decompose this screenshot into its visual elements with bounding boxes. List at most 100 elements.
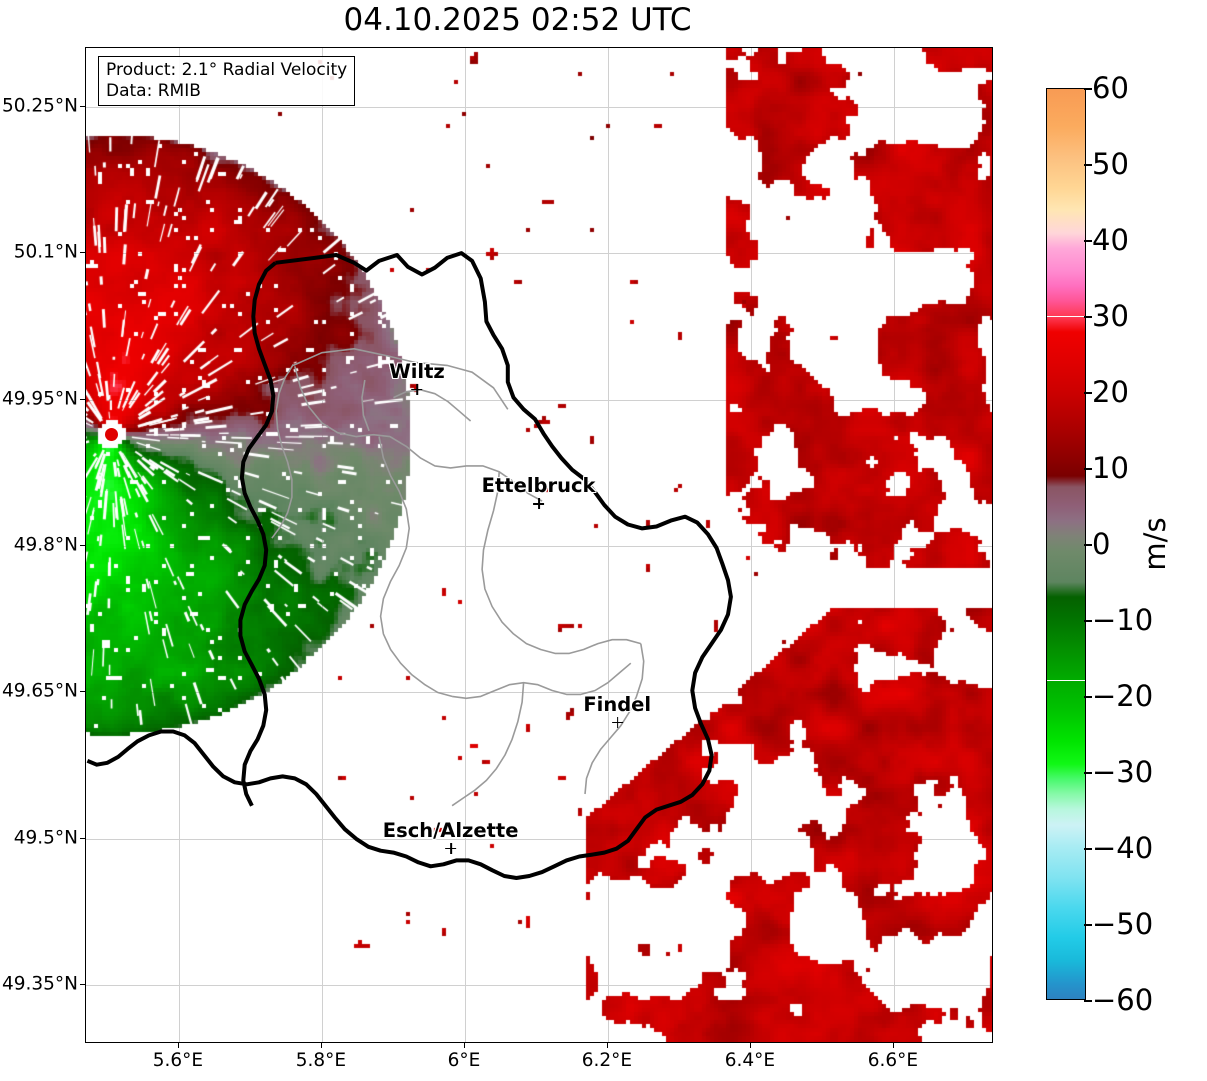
canton-boundary-0 [292,348,509,410]
luxembourg-national-border [86,251,733,880]
canton-boundary-4 [451,662,632,700]
colorbar-band [1047,286,1085,302]
city-name: Findel [583,692,652,716]
canton-boundary-8 [393,389,472,422]
colorbar-tick-mark [1084,1000,1092,1002]
colorbar-band [1047,187,1085,211]
y-axis-tick-label: 49.65°N [1,680,78,702]
city-label-findel: Findel [583,693,651,728]
data-source-line: Data: RMIB [106,80,201,101]
canton-boundary-6 [271,363,294,539]
colorbar-tick-label: 50 [1092,147,1129,181]
colorbar-band [1047,809,1085,825]
radar-site-dot [104,428,118,442]
x-axis-tick-label: 6.6°E [867,1050,919,1071]
x-axis-tick-mark [606,1043,608,1048]
colorbar-band [1047,301,1085,317]
colorbar-band [1047,551,1085,582]
y-axis-tick-label: 50.25°N [1,95,78,117]
canton-boundary-5 [451,682,525,807]
colorbar-band [1047,680,1085,711]
y-axis-tick-label: 49.95°N [1,388,78,410]
city-name: Esch/Alzette [382,818,519,842]
colorbar-tick-mark [1084,772,1092,774]
colorbar-band [1047,824,1085,848]
y-axis-tick-mark [80,105,85,107]
x-axis-tick-label: 6.2°E [581,1050,633,1071]
colorbar-band [1047,331,1085,362]
x-axis-tick-mark [892,1043,894,1048]
colorbar-band [1047,908,1085,939]
product-line: Product: 2.1° Radial Velocity [106,60,348,80]
y-axis-tick-label: 49.35°N [1,973,78,995]
colorbar-band [1047,741,1085,764]
x-axis-tick-label: 6.4°E [724,1050,776,1071]
colorbar-tick-label: −20 [1092,679,1154,713]
colorbar-tick-label: −10 [1092,603,1154,637]
colorbar-tick-label: −50 [1092,907,1154,941]
product-info-box: Product: 2.1° Radial Velocity Data: RMIB [98,56,356,107]
colorbar-band [1047,453,1085,476]
colorbar-tick-label: 0 [1092,527,1111,561]
colorbar-tick-label: 20 [1092,375,1129,409]
y-axis-tick-label: 50.1°N [13,241,78,263]
city-name: Wiltz [389,359,445,383]
colorbar-band [1047,619,1085,651]
colorbar-tick-label: 30 [1092,299,1129,333]
colorbar-tick-mark [1084,924,1092,926]
colorbar-band [1047,961,1085,984]
colorbar-tick-mark [1084,696,1092,698]
colorbar-band [1047,475,1085,488]
page-title: 04.10.2025 02:52 UTC [343,2,692,38]
colorbar-band [1047,392,1085,423]
colorbar-band [1047,487,1085,507]
y-axis-tick-mark [80,984,85,986]
colorbar-band [1047,521,1085,537]
canton-boundary-2 [378,436,453,698]
colorbar-tick-label: 60 [1092,71,1129,105]
radar-echo-layer [86,48,992,1042]
city-cross-icon [445,842,457,854]
city-label-esch-alzette: Esch/Alzette [382,818,519,854]
y-axis-tick-mark [80,691,85,693]
city-cross-icon [533,498,545,510]
y-axis-tick-mark [80,837,85,839]
colorbar-gradient [1046,88,1086,1000]
colorbar-band [1047,89,1085,127]
colorbar-band [1047,271,1085,287]
city-label-wiltz: Wiltz [389,360,445,395]
colorbar-tick-mark [1084,316,1092,318]
colorbar-band [1047,847,1085,878]
canton-boundaries [271,348,645,807]
city-label-ettelbruck: Ettelbruck [481,474,596,510]
canton-boundary-3 [481,471,642,655]
colorbar-band [1047,877,1085,908]
colorbar-band [1047,316,1085,332]
colorbar-band [1047,248,1085,271]
canton-boundary-9 [361,379,370,432]
x-axis-tick-label: 5.8°E [295,1050,347,1071]
colorbar-tick-mark [1084,848,1092,850]
colorbar-band [1047,126,1085,158]
x-axis-tick-mark [463,1043,465,1048]
radar-site-marker[interactable] [100,423,123,446]
x-axis-tick-label: 5.6°E [152,1050,204,1071]
luxembourg-western-border [238,261,277,807]
city-name: Ettelbruck [481,474,596,498]
colorbar-tick-mark [1084,468,1092,470]
y-axis-tick-label: 49.8°N [13,534,78,556]
canton-boundary-7 [584,643,645,795]
colorbar-tick-mark [1084,88,1092,90]
colorbar-tick-label: 10 [1092,451,1129,485]
colorbar-band [1047,233,1085,249]
colorbar-tick-label: −40 [1092,831,1154,865]
colorbar-band [1047,362,1085,393]
colorbar-band [1047,983,1085,999]
y-axis-tick-mark [80,252,85,254]
radar-map-panel[interactable]: Wiltz Ettelbruck Findel Esch/Alzette Produc… [85,47,993,1043]
colorbar-tick-mark [1084,620,1092,622]
geography-layer [86,251,733,880]
city-cross-icon [411,383,423,395]
colorbar[interactable] [1046,88,1086,1000]
colorbar-band [1047,597,1085,620]
